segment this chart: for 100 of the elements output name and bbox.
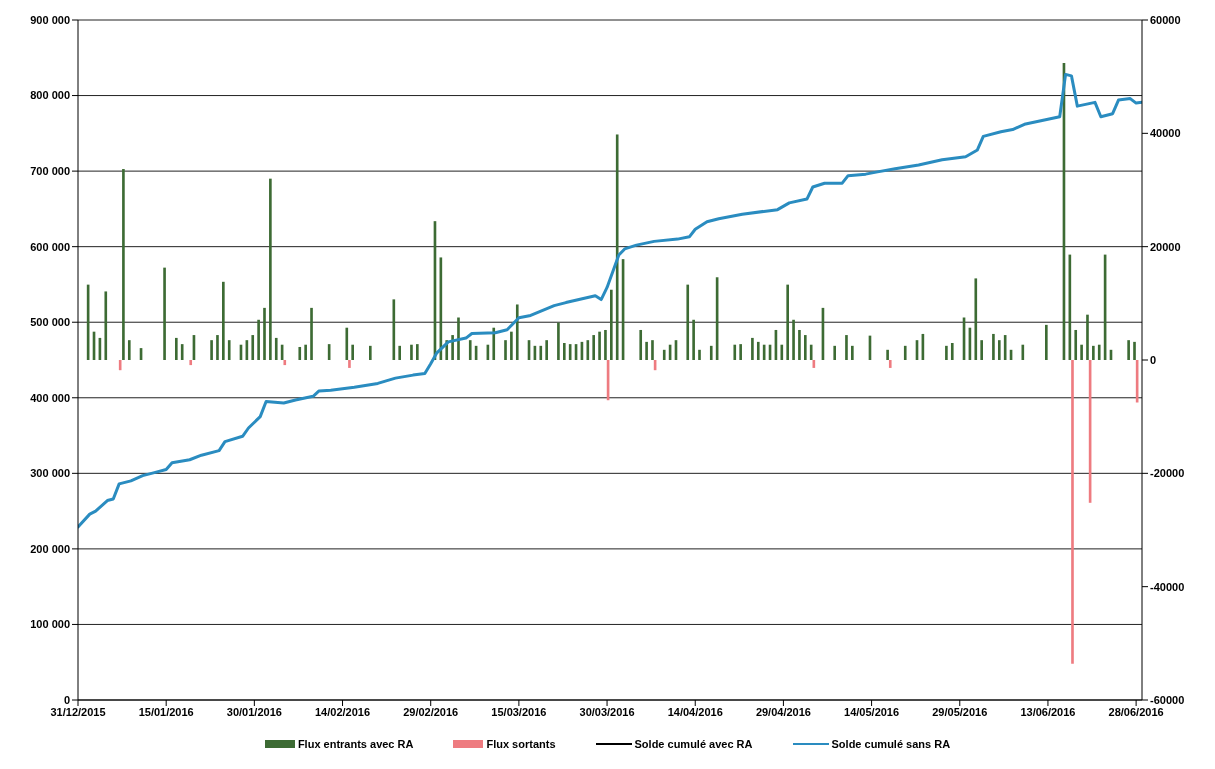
x-tick-label: 14/05/2016 <box>844 705 900 718</box>
bar <box>348 360 351 368</box>
bar <box>980 340 983 360</box>
bar <box>733 344 737 360</box>
bar <box>351 344 354 360</box>
bar <box>251 335 255 360</box>
bar <box>227 340 231 360</box>
bar <box>216 335 219 360</box>
bar <box>662 349 666 360</box>
bar <box>1071 360 1074 664</box>
bar <box>709 345 713 360</box>
bar <box>1021 344 1025 360</box>
x-tick-label: 30/03/2016 <box>579 705 635 718</box>
y2-tick-label: 40000 <box>1150 127 1181 140</box>
y-tick-label: 900 000 <box>30 13 70 26</box>
bar <box>210 340 213 360</box>
y-tick-label: 300 000 <box>30 467 70 480</box>
y-tick-label: 200 000 <box>30 542 70 555</box>
bar <box>950 343 954 360</box>
bar <box>174 337 178 360</box>
bar <box>786 284 789 360</box>
bar <box>189 360 193 366</box>
bar <box>639 329 643 360</box>
y-tick-label: 500 000 <box>30 316 70 329</box>
y2-tick-label: -60000 <box>1150 693 1185 706</box>
x-tick-label: 14/02/2016 <box>315 705 371 718</box>
bar <box>1074 329 1078 360</box>
bar <box>698 349 701 360</box>
bar <box>539 345 543 360</box>
x-tick-label: 29/05/2016 <box>932 705 988 718</box>
x-tick-label: 15/03/2016 <box>491 705 547 718</box>
bar <box>504 340 507 360</box>
bar <box>398 345 402 360</box>
bar <box>127 340 131 360</box>
bar <box>1080 344 1083 360</box>
x-tick-label: 30/01/2016 <box>226 705 282 718</box>
bar <box>1097 344 1101 360</box>
bar <box>809 344 813 360</box>
bar <box>557 322 560 360</box>
bar <box>992 333 995 360</box>
bar <box>780 344 784 360</box>
bar <box>180 344 184 360</box>
bar <box>492 327 496 360</box>
bar <box>545 340 548 360</box>
x-tick-label: 29/04/2016 <box>755 705 811 718</box>
bar <box>1127 340 1130 360</box>
bar <box>304 344 307 360</box>
y-tick-label: 600 000 <box>30 240 70 253</box>
line-series <box>78 72 1142 529</box>
bar <box>310 307 313 360</box>
bar <box>1086 314 1089 360</box>
legend-label: Flux sortants <box>486 738 556 750</box>
bar <box>888 360 892 368</box>
bar <box>416 344 419 360</box>
bar <box>257 319 260 360</box>
bar <box>692 319 695 360</box>
bar <box>468 340 472 360</box>
bar <box>274 337 278 360</box>
bar <box>997 340 1001 360</box>
bar <box>845 335 848 360</box>
y-tick-label: 800 000 <box>30 89 70 102</box>
bar <box>510 331 513 360</box>
bar <box>515 304 519 360</box>
bar <box>283 360 287 366</box>
bar <box>798 329 801 360</box>
bar <box>163 267 166 360</box>
y-tick-label: 0 <box>63 693 70 706</box>
bar <box>903 345 907 360</box>
bar <box>562 343 566 360</box>
y2-tick-label: -40000 <box>1150 580 1185 593</box>
bar <box>586 340 590 360</box>
bar <box>298 346 302 360</box>
bar <box>1045 324 1048 360</box>
bar <box>592 335 596 360</box>
bar <box>686 284 690 360</box>
bar <box>222 281 225 360</box>
y2-tick-label: -20000 <box>1150 467 1185 480</box>
bar <box>598 331 601 360</box>
legend-label: Flux entrants avec RA <box>297 738 414 750</box>
y-tick-label: 400 000 <box>30 391 70 404</box>
bar <box>945 345 948 360</box>
bar <box>392 299 396 360</box>
bar <box>1092 345 1095 360</box>
bar <box>792 319 795 360</box>
bar <box>410 344 413 360</box>
y2-tick-label: 20000 <box>1150 240 1181 253</box>
bar <box>610 289 613 360</box>
bar <box>345 327 349 360</box>
bar <box>263 307 266 360</box>
x-tick-label: 31/12/2015 <box>50 705 106 718</box>
x-tick-label: 14/04/2016 <box>667 705 723 718</box>
bar <box>886 349 889 360</box>
bar <box>645 341 648 360</box>
x-tick-label: 29/02/2016 <box>403 705 459 718</box>
bar <box>269 178 272 360</box>
x-tick-label: 13/06/2016 <box>1020 705 1076 718</box>
x-tick-label: 15/01/2016 <box>138 705 194 718</box>
bar <box>851 345 854 360</box>
bar <box>756 341 760 360</box>
bar <box>118 360 122 371</box>
